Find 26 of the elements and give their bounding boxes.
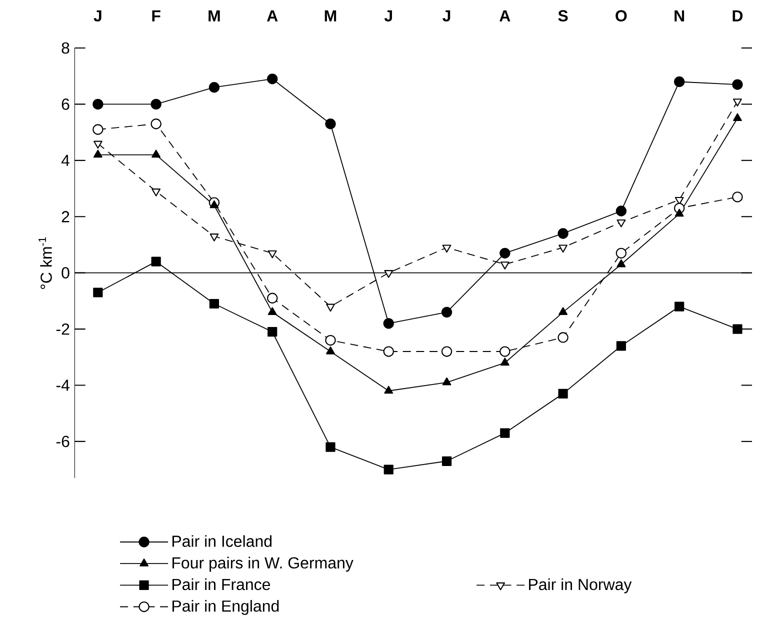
y-tick-label: 4 <box>61 154 70 166</box>
y-tick-label: -2 <box>56 323 70 335</box>
y-tick-label: 0 <box>62 267 70 278</box>
y-tick-label: -6 <box>56 436 70 448</box>
y-axis-title: °C km$^{-1}$ <box>38 237 52 289</box>
x-tick-label: A <box>500 10 510 22</box>
x-tick-label: J <box>442 10 450 22</box>
y-tick-label: 8 <box>62 42 70 54</box>
x-tick-label: J <box>384 10 392 22</box>
legend-label: Pair in Norway <box>529 578 632 594</box>
legend-label: Pair in England <box>172 600 279 615</box>
y-tick-label: 2 <box>62 211 70 222</box>
legend-label: Pair in Iceland <box>172 535 272 547</box>
x-tick-label: M <box>324 10 336 22</box>
x-tick-label: M <box>208 10 220 22</box>
x-tick-label: N <box>674 10 684 22</box>
x-tick-label: F <box>152 10 160 22</box>
y-tick-label: -4 <box>56 380 70 391</box>
x-tick-label: A <box>266 10 278 22</box>
x-tick-label: D <box>732 10 743 22</box>
x-tick-label: S <box>558 10 568 22</box>
y-tick-label: 6 <box>62 98 70 110</box>
legend-label: Four pairs in W. Germany <box>172 556 354 572</box>
legend-label: Pair in France <box>172 578 270 590</box>
x-tick-label: O <box>616 10 627 22</box>
x-tick-label: J <box>94 10 102 22</box>
